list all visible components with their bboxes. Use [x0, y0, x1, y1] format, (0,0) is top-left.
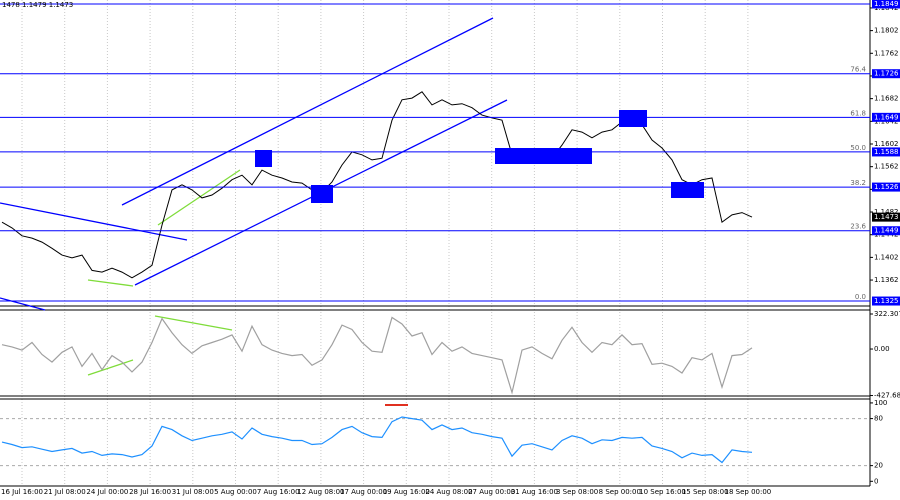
divergence-line: [154, 315, 233, 331]
level-tag: [872, 182, 900, 192]
y-tick-label: 0.00: [874, 345, 890, 353]
level-label: 1.1449: [874, 227, 899, 235]
zones: [255, 110, 704, 203]
zone-box: [255, 150, 272, 167]
fib-label: 76.4: [850, 66, 866, 74]
zone-box: [671, 182, 704, 198]
level-tag: [872, 296, 900, 306]
x-tick-label: 12 Aug 08:00: [297, 488, 344, 496]
x-tick-label: 28 Jul 16:00: [129, 488, 171, 496]
zone-box: [495, 148, 592, 164]
level-label: 1.1325: [874, 297, 899, 305]
y-tick-label: 0: [874, 477, 878, 485]
fib-label: 61.8: [850, 109, 866, 117]
level-tag: [872, 0, 900, 9]
x-tick-label: 31 Jul 08:00: [172, 488, 214, 496]
current-price: 1.1473: [874, 213, 899, 221]
y-tick-label: 1.1362: [874, 276, 899, 284]
x-tick-label: 16 Jul 16:00: [1, 488, 43, 496]
y-tick-label: 1.1682: [874, 95, 899, 103]
fib-label: 0.0: [855, 293, 866, 301]
trend-line: [0, 202, 188, 241]
y-tick-label: 1.1602: [874, 140, 899, 148]
channel-line: [121, 17, 494, 206]
level-tag: [872, 226, 900, 236]
x-tick-label: 27 Aug 00:00: [468, 488, 515, 496]
divergence-line: [87, 359, 134, 376]
level-label: 1.1649: [874, 113, 899, 121]
x-tick-label: 3 Sep 08:00: [556, 488, 598, 496]
x-tick-label: 17 Aug 00:00: [340, 488, 387, 496]
x-tick-label: 31 Aug 16:00: [511, 488, 558, 496]
x-tick-label: 24 Jul 00:00: [86, 488, 128, 496]
y-tick-label: 1.1482: [874, 208, 899, 216]
price-tag: [872, 212, 900, 222]
y-tick-label: 80: [874, 415, 883, 423]
zone-box: [619, 110, 647, 127]
y-tick-label: 100: [874, 399, 887, 407]
fib-label: 23.6: [850, 223, 866, 231]
level-label: 1.1526: [874, 183, 899, 191]
x-tick-label: 24 Aug 08:00: [425, 488, 472, 496]
divergence-line: [87, 279, 134, 287]
trend-line: [0, 297, 46, 311]
fib-label: 38.2: [850, 179, 866, 187]
y-tick-label: 1.1762: [874, 49, 899, 57]
plot-area: 1.1849 1.1726 76.4 1.1649 61.8 1.1588 50.0 1.15…: [0, 0, 900, 464]
header-text: 1478 1.1479 1.1473: [2, 1, 73, 9]
x-tick-label: 7 Aug 16:00: [257, 488, 300, 496]
x-tick-label: 15 Sep 08:00: [682, 488, 729, 496]
y-tick-label: 1.1402: [874, 253, 899, 261]
y-tick-label: 20: [874, 462, 883, 470]
level-label: 1.1588: [874, 148, 899, 156]
x-tick-label: 10 Sep 16:00: [639, 488, 686, 496]
divergence-line: [157, 169, 241, 226]
level-tag: [872, 112, 900, 122]
x-tick-label: 5 Aug 00:00: [214, 488, 257, 496]
y-tick-label: 1.1802: [874, 27, 899, 35]
y-tick-label: -427.686: [874, 392, 900, 400]
fib-label: 50.0: [850, 144, 866, 152]
level-tag: [872, 147, 900, 157]
zone-box: [311, 185, 333, 203]
y-tick-label: 322.3074: [874, 310, 900, 318]
level-label: 1.1849: [874, 0, 899, 8]
series-line: [1, 416, 753, 464]
x-tick-label: 8 Sep 00:00: [599, 488, 641, 496]
series-line: [1, 316, 753, 395]
level-tag: [872, 69, 900, 79]
level-label: 1.1726: [874, 70, 899, 78]
x-tick-label: 19 Aug 16:00: [383, 488, 430, 496]
x-tick-label: 21 Jul 08:00: [44, 488, 86, 496]
x-tick-label: 18 Sep 00:00: [725, 488, 772, 496]
y-tick-label: 1.1562: [874, 163, 899, 171]
